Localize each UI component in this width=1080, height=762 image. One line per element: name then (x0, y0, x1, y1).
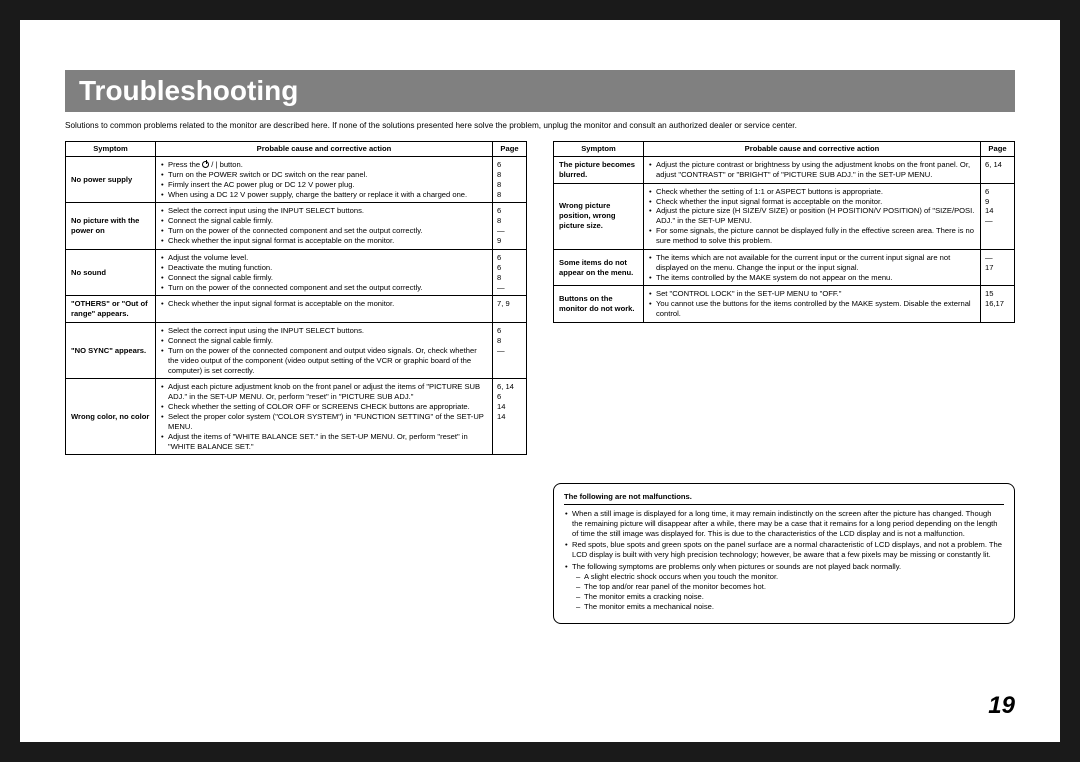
action-item: Connect the signal cable firmly. (160, 336, 487, 346)
document-page: Troubleshooting Solutions to common prob… (20, 20, 1060, 742)
action-item: Check whether the setting of 1:1 or ASPE… (648, 187, 975, 197)
page-cell: 6, 1461414 (493, 379, 527, 455)
page-cell: 668— (493, 249, 527, 296)
action-item: Set "CONTROL LOCK" in the SET-UP MENU to… (648, 289, 975, 299)
action-cell: The items which are not available for th… (644, 249, 981, 286)
page-title: Troubleshooting (79, 75, 298, 107)
action-item: Check whether the input signal format is… (648, 197, 975, 207)
col-action: Probable cause and corrective action (156, 142, 493, 157)
symptom-cell: The picture becomes blurred. (554, 156, 644, 183)
page-number: 19 (988, 692, 1015, 720)
note-item: The following symptoms are problems only… (564, 562, 1004, 611)
action-cell: Check whether the setting of 1:1 or ASPE… (644, 183, 981, 249)
action-item: Turn on the power of the connected compo… (160, 283, 487, 293)
action-cell: Press the / | button.Turn on the POWER s… (156, 156, 493, 203)
action-item: Connect the signal cable firmly. (160, 216, 487, 226)
action-item: Select the proper color system ("COLOR S… (160, 412, 487, 432)
troubleshooting-table-left: Symptom Probable cause and corrective ac… (65, 141, 527, 455)
action-item: Select the correct input using the INPUT… (160, 206, 487, 216)
symptom-cell: No power supply (66, 156, 156, 203)
action-cell: Select the correct input using the INPUT… (156, 323, 493, 379)
action-item: Adjust the picture contrast or brightnes… (648, 160, 975, 180)
action-item: Press the / | button. (160, 160, 487, 170)
page-cell: 1516,17 (981, 286, 1015, 323)
action-cell: Adjust the picture contrast or brightnes… (644, 156, 981, 183)
action-cell: Select the correct input using the INPUT… (156, 203, 493, 250)
note-item: Red spots, blue spots and green spots on… (564, 540, 1004, 560)
action-item: Check whether the input signal format is… (160, 299, 487, 309)
action-item: The items which are not available for th… (648, 253, 975, 273)
right-column: Symptom Probable cause and corrective ac… (553, 141, 1015, 624)
note-subitem: The top and/or rear panel of the monitor… (572, 582, 1004, 592)
action-item: Adjust the items of "WHITE BALANCE SET."… (160, 432, 487, 452)
action-cell: Adjust each picture adjustment knob on t… (156, 379, 493, 455)
note-item: When a still image is displayed for a lo… (564, 509, 1004, 539)
power-icon (202, 161, 209, 168)
action-cell: Set "CONTROL LOCK" in the SET-UP MENU to… (644, 286, 981, 323)
note-subitem: The monitor emits a mechanical noise. (572, 602, 1004, 612)
action-item: For some signals, the picture cannot be … (648, 226, 975, 246)
action-cell: Check whether the input signal format is… (156, 296, 493, 323)
col-symptom: Symptom (554, 142, 644, 157)
action-item: Check whether the setting of COLOR OFF o… (160, 402, 487, 412)
action-item: Adjust the picture size (H SIZE/V SIZE) … (648, 206, 975, 226)
action-item: The items controlled by the MAKE system … (648, 273, 975, 283)
symptom-cell: No sound (66, 249, 156, 296)
col-action: Probable cause and corrective action (644, 142, 981, 157)
col-page: Page (981, 142, 1015, 157)
note-box: The following are not malfunctions. When… (553, 483, 1015, 624)
action-item: Check whether the input signal format is… (160, 236, 487, 246)
action-item: Adjust each picture adjustment knob on t… (160, 382, 487, 402)
content-columns: Symptom Probable cause and corrective ac… (65, 141, 1015, 624)
page-cell: 6, 14 (981, 156, 1015, 183)
note-heading: The following are not malfunctions. (564, 492, 1004, 505)
action-item: Turn on the power of the connected compo… (160, 226, 487, 236)
symptom-cell: Some items do not appear on the menu. (554, 249, 644, 286)
col-page: Page (493, 142, 527, 157)
action-item: Adjust the volume level. (160, 253, 487, 263)
page-cell: 68—9 (493, 203, 527, 250)
action-cell: Adjust the volume level.Deactivate the m… (156, 249, 493, 296)
symptom-cell: Wrong color, no color (66, 379, 156, 455)
action-item: When using a DC 12 V power supply, charg… (160, 190, 487, 200)
intro-text: Solutions to common problems related to … (65, 120, 1015, 131)
symptom-cell: "NO SYNC" appears. (66, 323, 156, 379)
action-item: Deactivate the muting function. (160, 263, 487, 273)
page-cell: —17 (981, 249, 1015, 286)
left-column: Symptom Probable cause and corrective ac… (65, 141, 527, 624)
page-cell: 68— (493, 323, 527, 379)
page-cell: 6914— (981, 183, 1015, 249)
action-item: You cannot use the buttons for the items… (648, 299, 975, 319)
action-item: Firmly insert the AC power plug or DC 12… (160, 180, 487, 190)
note-subitem: The monitor emits a cracking noise. (572, 592, 1004, 602)
page-cell: 7, 9 (493, 296, 527, 323)
symptom-cell: Wrong picture position, wrong picture si… (554, 183, 644, 249)
col-symptom: Symptom (66, 142, 156, 157)
action-item: Turn on the power of the connected compo… (160, 346, 487, 376)
symptom-cell: No picture with the power on (66, 203, 156, 250)
troubleshooting-table-right: Symptom Probable cause and corrective ac… (553, 141, 1015, 323)
action-item: Connect the signal cable firmly. (160, 273, 487, 283)
action-item: Select the correct input using the INPUT… (160, 326, 487, 336)
symptom-cell: "OTHERS" or "Out of range" appears. (66, 296, 156, 323)
symptom-cell: Buttons on the monitor do not work. (554, 286, 644, 323)
page-cell: 6888 (493, 156, 527, 203)
action-item: Turn on the POWER switch or DC switch on… (160, 170, 487, 180)
title-bar: Troubleshooting (65, 70, 1015, 112)
note-subitem: A slight electric shock occurs when you … (572, 572, 1004, 582)
note-list: When a still image is displayed for a lo… (564, 509, 1004, 612)
